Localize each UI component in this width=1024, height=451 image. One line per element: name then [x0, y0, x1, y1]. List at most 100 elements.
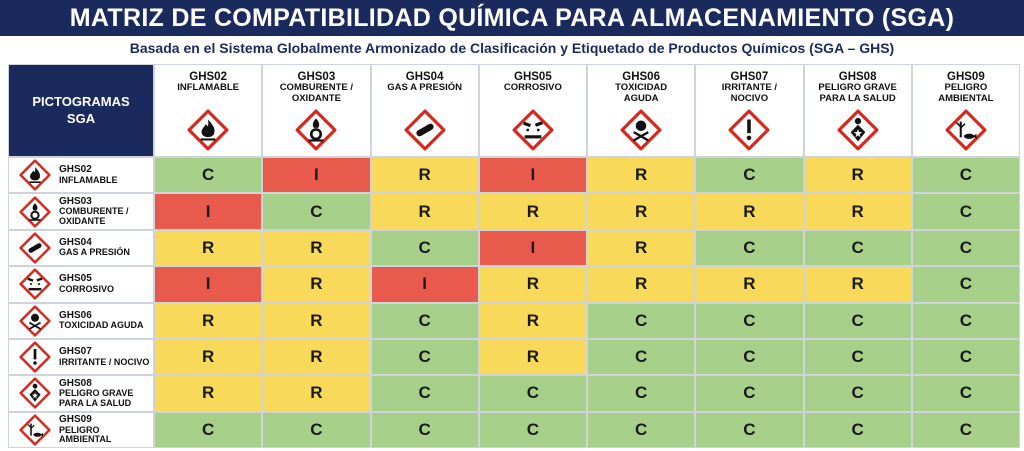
row-header: GHS08 PELIGRO GRAVE PARA LA SALUD [9, 376, 153, 411]
row-label: GHS08 PELIGRO GRAVE PARA LA SALUD [59, 377, 153, 408]
compatibility-cell: I [479, 230, 586, 266]
compatibility-cell: C [263, 194, 370, 229]
compatibility-cell: C [155, 412, 262, 447]
column-code: GHS06 [622, 71, 660, 83]
title: MATRIZ DE COMPATIBILIDAD QUÍMICA PARA AL… [0, 0, 1024, 36]
compatibility-cell: R [371, 194, 478, 229]
row-code: GHS06 [59, 309, 92, 321]
pictogram [187, 109, 229, 151]
pictogram [19, 268, 51, 300]
row-label: GHS03 COMBURENTE / OXIDANTE [59, 196, 153, 226]
pictogram-part [416, 123, 434, 137]
pictogram-part [37, 283, 41, 286]
column-code: GHS07 [730, 71, 769, 83]
pictogram-part [27, 423, 32, 428]
compatibility-cell: C [912, 267, 1019, 302]
column-name: PELIGRO GRAVE PARA LA SALUD [818, 82, 897, 104]
column-header: GHS06 TOXICIDAD AGUDA [588, 65, 695, 156]
row-label: GHS02 INFLAMABLE [59, 165, 118, 185]
pictogram-part [534, 121, 543, 127]
row-label: GHS06 TOXICIDAD AGUDA [59, 309, 144, 331]
row-name: PELIGRO AMBIENTAL [59, 424, 112, 445]
compatibility-cell: C [804, 376, 911, 411]
pictogram [404, 109, 446, 151]
pictogram [837, 109, 879, 151]
pictogram-part [30, 167, 40, 181]
compatibility-cell: I [263, 158, 370, 193]
compatibility-cell: R [155, 376, 262, 411]
column-code: GHS02 [189, 71, 227, 83]
column-code: GHS05 [514, 71, 552, 83]
compatibility-cell: C [696, 303, 803, 338]
compatibility-cell: R [804, 194, 911, 229]
compatibility-cell: C [912, 303, 1019, 338]
compatibility-cell: C [263, 412, 370, 447]
compatibility-cell: C [588, 412, 695, 447]
compatibility-cell: C [912, 158, 1019, 193]
compatibility-cell: I [479, 158, 586, 193]
compatibility-cell: I [371, 267, 478, 302]
compatibility-cell: R [155, 230, 262, 266]
column-header: GHS04 GAS A PRESIÓN [371, 65, 478, 156]
compatibility-cell: C [588, 303, 695, 338]
row-code: GHS08 [59, 377, 92, 389]
compatibility-cell: C [804, 412, 911, 447]
column-header: GHS03 COMBURENTE / OXIDANTE [263, 65, 370, 156]
row-label: GHS07 IRRITANTE / NOCIVO [59, 347, 149, 367]
pictogram-part [36, 277, 43, 282]
pictogram-part [32, 384, 38, 390]
compatibility-cell: C [371, 339, 478, 375]
column-name: INFLAMABLE [177, 82, 239, 93]
compatibility-cell: R [696, 194, 803, 229]
row-name: TOXICIDAD AGUDA [59, 320, 144, 331]
compatibility-cell: R [588, 230, 695, 266]
row-header: GHS09 PELIGRO AMBIENTAL [9, 412, 153, 447]
pictogram-part [40, 432, 43, 437]
compatibility-cell: C [696, 230, 803, 266]
compatibility-cell: R [155, 303, 262, 338]
compatibility-cell: I [155, 194, 262, 229]
compatibility-cell: R [371, 158, 478, 193]
column-header: GHS02 INFLAMABLE [155, 65, 262, 156]
pictogram-part [526, 128, 529, 132]
column-code: GHS04 [405, 71, 444, 83]
compatibility-cell: C [912, 412, 1019, 447]
pictogram-part [313, 118, 320, 128]
pictogram-part [635, 120, 647, 132]
column-code: GHS03 [297, 71, 336, 83]
pictogram-part [30, 210, 40, 220]
compatibility-cell: C [804, 303, 911, 338]
compatibility-cell: R [479, 303, 586, 338]
pictogram-part [19, 414, 51, 446]
column-name: CORROSIVO [503, 82, 562, 93]
column-header: GHS05 CORROSIVO [479, 65, 586, 156]
pictogram-part [31, 392, 39, 400]
pictogram [19, 232, 51, 264]
column-name: IRRITANTE / NOCIVO [721, 82, 777, 104]
pictogram [620, 109, 662, 151]
compatibility-cell: C [804, 230, 911, 266]
compatibility-cell: R [479, 267, 586, 302]
pictogram [19, 305, 51, 337]
compatibility-cell: C [696, 376, 803, 411]
pictogram-part [28, 321, 42, 330]
compatibility-cell: C [912, 230, 1019, 266]
pictogram-part [522, 121, 531, 128]
compatibility-cell: C [479, 376, 586, 411]
pictogram-part [747, 135, 752, 141]
pictogram-part [973, 133, 977, 139]
row-name: COMBURENTE / OXIDANTE [59, 206, 129, 226]
pictogram [295, 109, 337, 151]
compatibility-cell: R [696, 267, 803, 302]
pictogram-part [310, 128, 323, 141]
compatibility-cell: R [588, 194, 695, 229]
compatibility-cell: I [155, 267, 262, 302]
pictogram [19, 414, 51, 446]
pictogram-part [28, 288, 42, 291]
compatibility-cell: C [588, 376, 695, 411]
compatibility-cell: R [263, 267, 370, 302]
pictogram [512, 109, 554, 151]
row-code: GHS04 [59, 236, 92, 248]
pictogram-part [536, 128, 540, 132]
compatibility-cell: C [588, 339, 695, 375]
